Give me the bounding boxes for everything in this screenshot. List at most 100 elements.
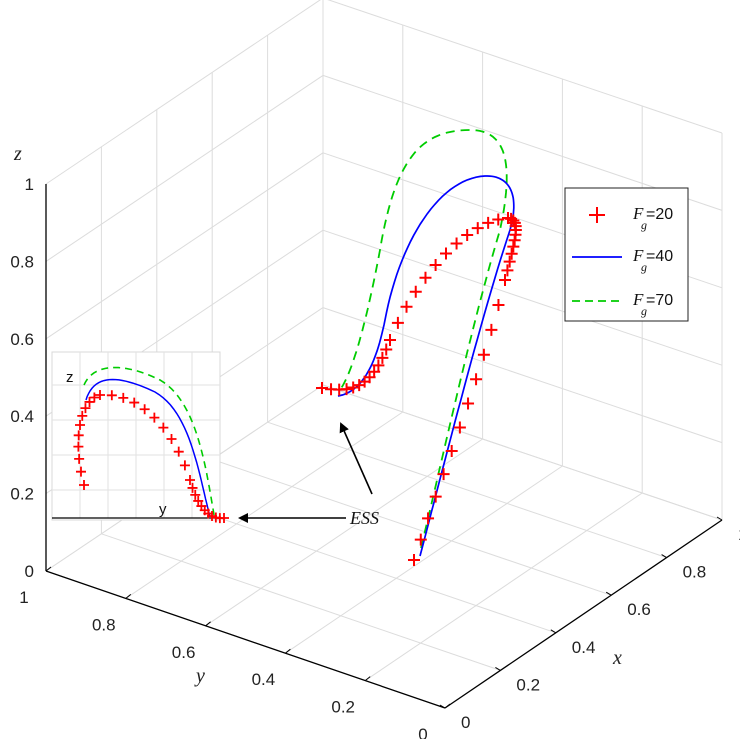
series-red-plus-marker	[502, 212, 514, 224]
y-tick-mark	[205, 621, 211, 627]
series-red-plus-marker	[470, 373, 483, 386]
floor-grid-line	[205, 438, 483, 627]
series-red-plus-marker	[485, 323, 498, 336]
inset-red-plus-marker	[187, 482, 198, 493]
series-red-plus-marker	[376, 351, 389, 364]
series-red-plus-marker	[408, 554, 420, 566]
legend-symbol-blue: F	[632, 246, 644, 265]
wall-grid-line	[322, 229, 723, 366]
inset-red-plus-marker	[219, 513, 229, 523]
floor-grid-line	[322, 384, 723, 521]
wall-grid-line	[45, 152, 324, 340]
wall-grid-line	[327, 0, 723, 134]
x-tick-mark	[439, 704, 446, 709]
x-tick-mark	[605, 591, 612, 596]
series-red-plus-marker	[461, 228, 474, 241]
inset-red-plus-marker	[193, 495, 204, 506]
inset-red-plus-marker	[73, 430, 84, 441]
series-red-plus-marker	[499, 274, 511, 286]
x-tick-label: 1	[738, 525, 740, 544]
inset-red-plus-marker	[73, 441, 84, 452]
inset-red-plus-marker	[80, 403, 91, 414]
y-tick-mark	[364, 676, 371, 681]
legend-sub-green: g	[641, 304, 647, 318]
series-red-plus-marker	[400, 300, 413, 313]
inset-y-label: y	[159, 501, 167, 518]
x-tick-label: 0.2	[516, 675, 540, 694]
floor-grid-line	[285, 465, 563, 654]
series-green-dashed-line	[337, 129, 508, 549]
y-tick-label: 0.4	[252, 670, 276, 689]
inset-blue-solid-line	[85, 378, 211, 518]
series-red-plus-marker	[429, 490, 442, 503]
x-tick-label: 0.4	[572, 638, 596, 657]
z-tick-label: 0.6	[10, 330, 34, 349]
legend-box	[564, 187, 689, 322]
series-red-plus-marker	[507, 240, 520, 253]
y-tick-label: 0	[418, 725, 427, 739]
series-red-plus-marker	[316, 382, 328, 394]
series-red-plus-marker	[477, 348, 490, 361]
series-red-plus-marker	[419, 271, 432, 284]
floor-grid-line	[364, 492, 643, 682]
legend-label-blue: =40	[646, 248, 673, 265]
floor-grid-line	[212, 458, 612, 596]
inset-red-plus-marker	[106, 390, 117, 401]
inset-red-plus-marker	[185, 475, 195, 485]
series-red-plus-marker	[429, 258, 442, 271]
inset-red-plus-marker	[139, 404, 150, 415]
inset-red-plus-marker	[75, 466, 86, 477]
series-red-plus-marker	[353, 379, 366, 392]
grid-lines	[45, 0, 723, 709]
y-tick-mark	[444, 703, 451, 709]
ess-arrow-to-main	[339, 422, 373, 495]
z-axis-label: z	[13, 143, 22, 165]
legend-entry-red: F g =20	[589, 204, 673, 232]
inset-red-plus-marker	[75, 420, 85, 430]
y-tick-mark	[125, 594, 132, 599]
x-tick-mark	[661, 554, 667, 559]
legend-sub-red: g	[641, 218, 647, 232]
floor-grid-line	[101, 533, 501, 671]
x-tick-mark	[495, 666, 501, 671]
tick-labels: 0 0.2 0.4 0.6 0.8 1 0 0.2 0.4 0.6 0.8 1 0 0.2 0.4 0.6 0.…	[10, 175, 740, 739]
inset-red-plus-marker	[166, 434, 177, 445]
z-tick-label: 0.8	[10, 252, 34, 271]
series-red-plus-marker	[507, 214, 520, 227]
series-red-plus-marker	[437, 468, 450, 481]
series-red-plus-marker	[409, 285, 422, 298]
y-tick-mark	[285, 648, 291, 654]
floor-grid-line	[125, 411, 404, 599]
y-axis-label: y	[194, 665, 205, 687]
y-tick-label: 0.8	[92, 615, 116, 634]
inset-red-plus-marker	[118, 392, 129, 403]
series-red-plus-marker	[501, 264, 514, 277]
wall-grid-line	[45, 0, 321, 185]
x-tick-mark	[716, 516, 723, 521]
series-red-plus-marker	[414, 533, 427, 546]
series-red-plus-marker	[492, 298, 505, 311]
inset-red-plus-marker	[95, 390, 105, 400]
ess-label: ESS	[349, 508, 379, 528]
legend: F g =20 F g =40 F g =70	[564, 187, 689, 322]
inset-red-plus-marker	[79, 480, 89, 490]
trajectories	[316, 129, 522, 566]
z-tick-label: 1	[25, 175, 34, 194]
wall-grid-line	[45, 74, 324, 262]
series-red-plus-marker	[384, 334, 396, 346]
axes-frame	[45, 184, 723, 709]
series-red-plus-marker	[325, 383, 338, 396]
series-red-plus-marker	[372, 359, 385, 372]
inset-plot: z y	[51, 351, 229, 524]
series-red-plus-marker	[471, 222, 484, 235]
legend-sub-blue: g	[641, 260, 647, 274]
inset-red-plus-marker	[179, 460, 190, 471]
inset-red-plus-marker	[173, 446, 184, 457]
x-tick-label: 0.8	[683, 563, 707, 582]
inset-red-plus-marker	[84, 396, 95, 407]
x-axis-line	[444, 519, 723, 709]
y-tick-mark	[45, 566, 52, 572]
series-red-plus-marker	[440, 247, 452, 260]
wall-grid-line	[322, 307, 723, 444]
